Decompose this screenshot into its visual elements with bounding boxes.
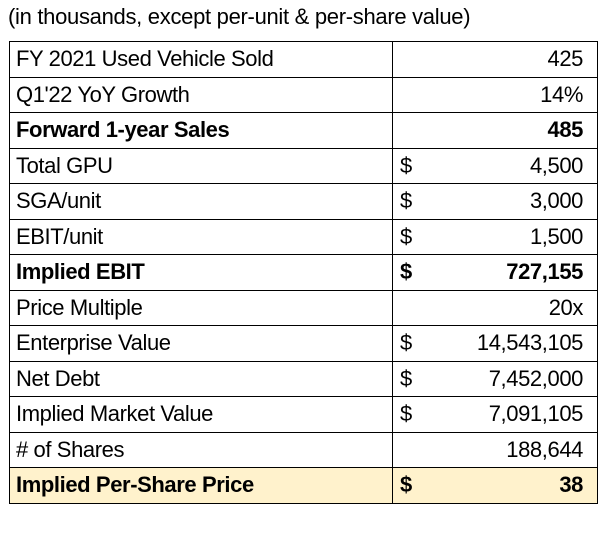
row-value-cell: $7,091,105: [392, 396, 598, 433]
valuation-table: FY 2021 Used Vehicle Sold 425 Q1'22 YoY Gr…: [9, 41, 598, 504]
row-value-cell: 20x: [392, 289, 598, 326]
row-label: SGA/unit: [9, 183, 393, 220]
row-label: Implied Market Value: [9, 396, 393, 433]
row-label: Forward 1-year Sales: [9, 112, 393, 149]
table-row: FY 2021 Used Vehicle Sold 425: [9, 41, 598, 78]
row-label: Enterprise Value: [9, 325, 393, 362]
row-label: Implied Per-Share Price: [9, 467, 393, 504]
currency-symbol: $: [400, 472, 412, 498]
row-value-cell: $14,543,105: [392, 325, 598, 362]
row-label: EBIT/unit: [9, 218, 393, 255]
row-value: 3,000: [529, 188, 583, 214]
table-row: Implied EBIT $727,155: [9, 254, 598, 291]
currency-symbol: $: [400, 401, 412, 427]
table-row: Net Debt $7,452,000: [9, 360, 598, 397]
row-value-cell: 14%: [392, 76, 598, 113]
row-label: Q1'22 YoY Growth: [9, 76, 393, 113]
row-value: 188,644: [506, 436, 583, 462]
row-value-cell: $4,500: [392, 147, 598, 184]
row-value: 20x: [548, 294, 584, 320]
row-label: Price Multiple: [9, 289, 393, 326]
currency-symbol: $: [400, 188, 412, 214]
row-value: 14,543,105: [476, 330, 584, 356]
currency-symbol: $: [400, 152, 412, 178]
table-row: SGA/unit $3,000: [9, 183, 598, 220]
row-value: 425: [547, 46, 583, 72]
row-label: Implied EBIT: [9, 254, 393, 291]
currency-symbol: $: [400, 223, 412, 249]
row-value: 14%: [540, 81, 583, 107]
currency-symbol: $: [400, 259, 412, 285]
row-label: # of Shares: [9, 431, 393, 468]
row-label: FY 2021 Used Vehicle Sold: [9, 41, 393, 78]
table-row: Implied Per-Share Price $38: [9, 467, 598, 504]
table-row: Total GPU $4,500: [9, 147, 598, 184]
row-value-cell: $38: [392, 467, 598, 504]
row-value: 1,500: [529, 223, 583, 249]
row-value: 7,452,000: [488, 365, 584, 391]
currency-symbol: $: [400, 330, 412, 356]
row-value-cell: 485: [392, 112, 598, 149]
table-row: EBIT/unit $1,500: [9, 218, 598, 255]
row-value: 485: [547, 117, 583, 143]
table-row: # of Shares 188,644: [9, 431, 598, 468]
table-row: Q1'22 YoY Growth 14%: [9, 76, 598, 113]
row-value-cell: $1,500: [392, 218, 598, 255]
row-value-cell: $727,155: [392, 254, 598, 291]
table-row: Enterprise Value $14,543,105: [9, 325, 598, 362]
row-value-cell: $7,452,000: [392, 360, 598, 397]
row-label: Total GPU: [9, 147, 393, 184]
table-row: Implied Market Value $7,091,105: [9, 396, 598, 433]
row-value: 7,091,105: [488, 401, 584, 427]
table-row: Price Multiple 20x: [9, 289, 598, 326]
row-value-cell: 188,644: [392, 431, 598, 468]
table-note: (in thousands, except per-unit & per-sha…: [8, 4, 471, 29]
row-value-cell: $3,000: [392, 183, 598, 220]
row-label: Net Debt: [9, 360, 393, 397]
currency-symbol: $: [400, 365, 412, 391]
row-value: 4,500: [529, 152, 583, 178]
row-value-cell: 425: [392, 41, 598, 78]
row-value: 38: [559, 472, 583, 498]
table-row: Forward 1-year Sales 485: [9, 112, 598, 149]
row-value: 727,155: [506, 259, 583, 285]
